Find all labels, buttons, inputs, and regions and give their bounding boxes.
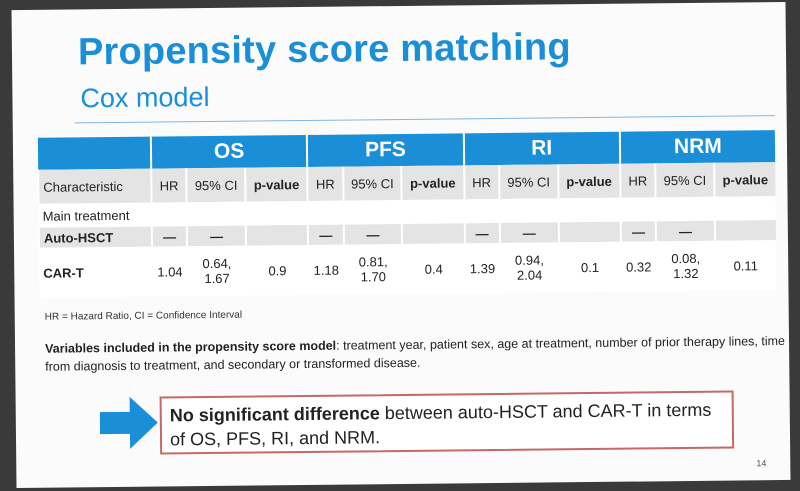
col-ci: 95% CI <box>186 167 246 203</box>
table-cell: — <box>464 222 500 244</box>
table-cell: 0.9 <box>246 244 309 296</box>
col-p: p-value <box>401 165 465 200</box>
group-header-ri: RI <box>463 131 621 166</box>
col-hr: HR <box>620 163 656 198</box>
col-ci: 95% CI <box>655 162 715 198</box>
col-hr: HR <box>307 166 344 201</box>
table-cell: 1.04 <box>152 246 188 297</box>
table-cell: 0.64, 1.67 <box>187 245 247 297</box>
results-table: OS PFS RI NRM Characteristic HR 95% CI p… <box>37 130 777 298</box>
group-header-os: OS <box>150 134 308 169</box>
slide-subtitle: Cox model <box>80 81 210 114</box>
table-cell: — <box>620 221 657 242</box>
table-cell <box>245 224 309 246</box>
conclusion-bold: No significant difference <box>169 403 380 426</box>
table-cell <box>402 223 465 244</box>
group-header-blank <box>37 136 152 170</box>
row-label: CAR-T <box>39 246 153 298</box>
table-cell: 0.94, 2.04 <box>499 242 560 293</box>
table-cell <box>714 220 776 241</box>
slide: Propensity score matching Cox model OS P… <box>11 1 791 489</box>
col-hr: HR <box>463 164 500 200</box>
col-p: p-value <box>557 163 621 199</box>
table-cell: 0.4 <box>402 243 466 294</box>
col-p: p-value <box>714 162 776 197</box>
title-divider <box>74 115 775 124</box>
row-label: Auto-HSCT <box>38 226 153 248</box>
col-ci: 95% CI <box>342 165 402 201</box>
right-arrow-icon <box>99 396 158 449</box>
table-cell: — <box>308 224 344 245</box>
variables-note: Variables included in the propensity sco… <box>45 332 785 376</box>
characteristic-header: Characteristic <box>38 168 152 204</box>
col-p: p-value <box>245 166 308 202</box>
variables-label: Variables included in the propensity sco… <box>44 338 337 356</box>
table-cell: 0.11 <box>714 240 777 291</box>
table-row: CAR-T 1.04 0.64, 1.67 0.9 1.18 0.81, 1.7… <box>39 240 777 298</box>
table-cell <box>558 221 621 243</box>
page-number: 14 <box>756 458 767 469</box>
table-cell: 0.32 <box>620 241 657 292</box>
slide-title: Propensity score matching <box>77 26 571 74</box>
table-cell: 0.81, 1.70 <box>343 243 403 295</box>
table-cell: 0.08, 1.32 <box>656 240 716 292</box>
table-cell: — <box>499 222 559 243</box>
table-cell: — <box>187 225 247 247</box>
group-header-pfs: PFS <box>307 133 464 167</box>
table-cell: 1.18 <box>308 244 345 295</box>
group-header-nrm: NRM <box>619 130 776 164</box>
col-hr: HR <box>151 168 187 203</box>
table-cell: — <box>151 226 188 247</box>
table-footnote: HR = Hazard Ratio, CI = Confidence Inter… <box>44 309 243 323</box>
table-cell: 0.1 <box>558 241 622 293</box>
table-cell: — <box>655 220 715 242</box>
table-cell: 1.39 <box>464 242 501 294</box>
col-ci: 95% CI <box>499 164 559 199</box>
conclusion-box: No significant difference between auto-H… <box>159 390 735 455</box>
table-cell: — <box>343 223 403 245</box>
